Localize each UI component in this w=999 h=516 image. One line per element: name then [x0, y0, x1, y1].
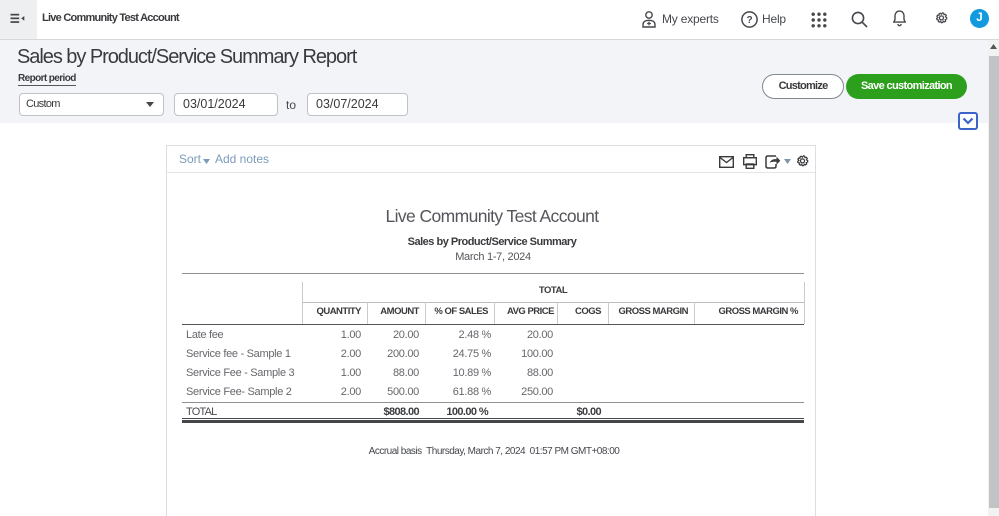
- svg-text:?: ?: [746, 15, 752, 26]
